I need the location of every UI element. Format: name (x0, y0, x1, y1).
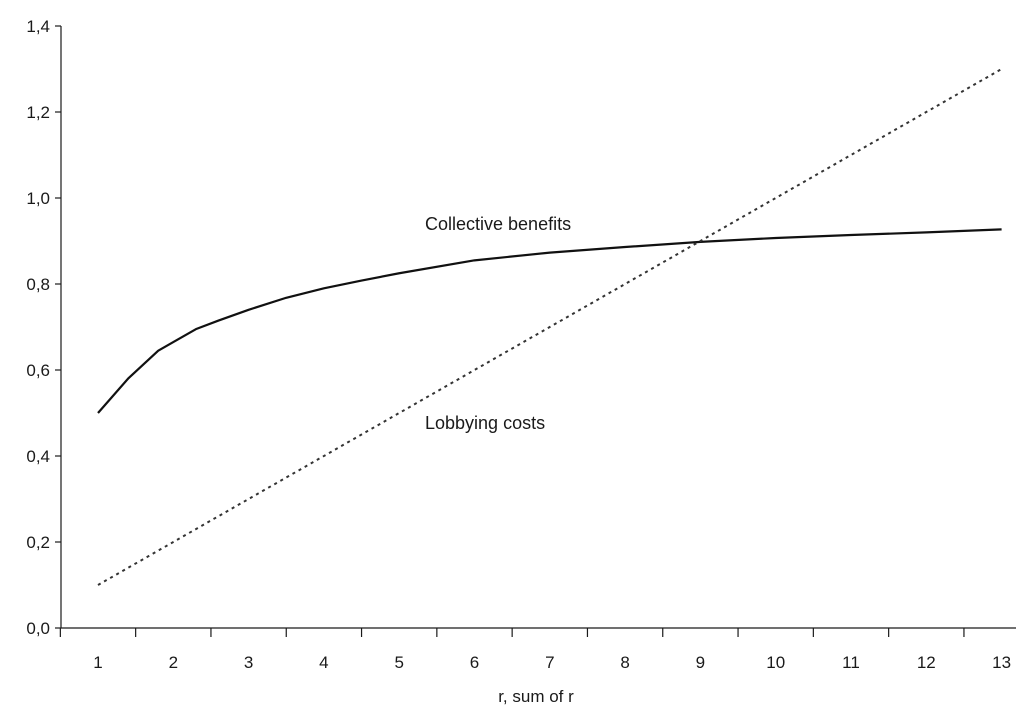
series-labels: Collective benefits Lobbying costs (425, 214, 571, 433)
x-tick-label: 12 (917, 653, 936, 672)
x-tick-label: 9 (696, 653, 705, 672)
x-tick-label: 1 (93, 653, 102, 672)
x-tick-label: 8 (620, 653, 629, 672)
y-tick-label: 0,0 (26, 619, 50, 638)
y-tick-label: 1,2 (26, 103, 50, 122)
y-tick-label: 0,6 (26, 361, 50, 380)
x-axis-title: r, sum of r (498, 687, 574, 706)
y-tick-label: 0,8 (26, 275, 50, 294)
x-tick-label: 10 (766, 653, 785, 672)
y-tick-label: 0,4 (26, 447, 50, 466)
y-tick-label: 0,2 (26, 533, 50, 552)
x-tick-label: 7 (545, 653, 554, 672)
series-layer (97, 68, 1003, 586)
x-tick-label: 4 (319, 653, 328, 672)
x-tick-label: 3 (244, 653, 253, 672)
x-ticks: 1 2 3 4 5 6 7 8 9 10 11 12 13 (59, 628, 1011, 672)
lobbying-costs-line (97, 68, 1003, 586)
y-tick-label: 1,4 (26, 17, 50, 36)
x-tick-label: 5 (394, 653, 403, 672)
x-tick-label: 11 (842, 653, 860, 672)
x-tick-label: 6 (470, 653, 479, 672)
series-label-lobbying-costs: Lobbying costs (425, 413, 545, 433)
y-tick-label: 1,0 (26, 189, 50, 208)
x-tick-label: 13 (992, 653, 1011, 672)
y-ticks: 0,0 0,2 0,4 0,6 0,8 1,0 1,2 1,4 (26, 17, 61, 638)
axes (60, 26, 1016, 629)
x-tick-label: 2 (169, 653, 178, 672)
collective-benefits-line (97, 228, 1002, 414)
series-label-collective-benefits: Collective benefits (425, 214, 571, 234)
